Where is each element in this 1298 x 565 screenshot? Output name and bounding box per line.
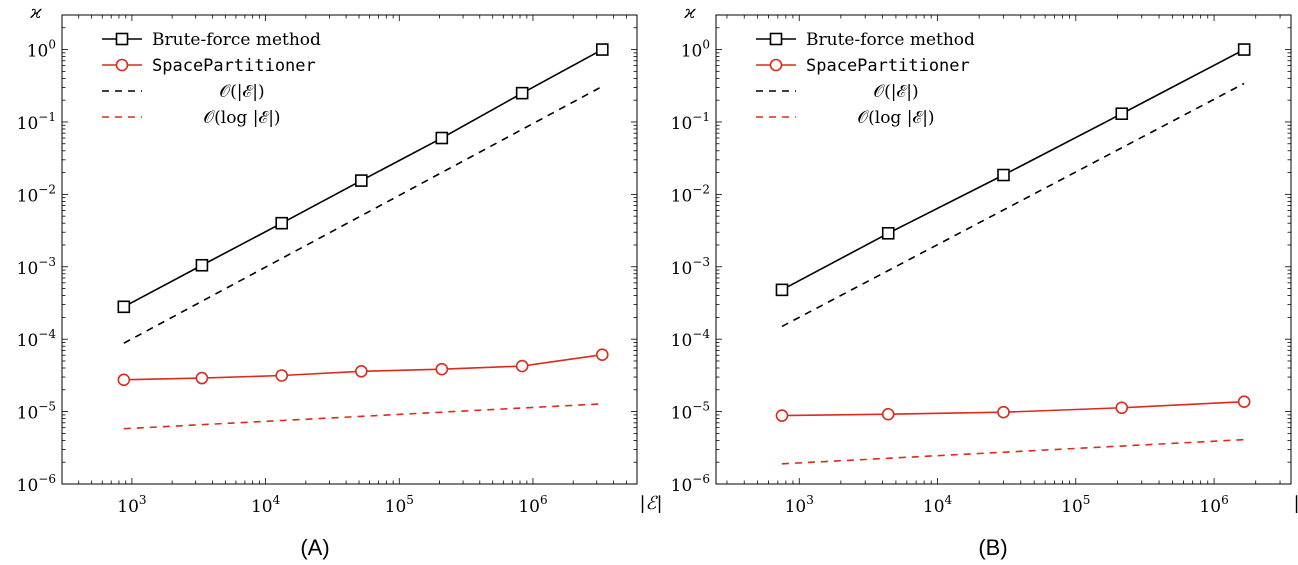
legend-label: SpacePartitioner <box>806 56 970 76</box>
y-tick-label: 10−6 <box>671 472 710 496</box>
data-point-circle <box>775 409 789 422</box>
x-tick-label: 104 <box>923 493 953 517</box>
y-tick-label: 10−2 <box>17 182 56 206</box>
y-tick-label: 10−1 <box>671 110 710 134</box>
legend: Brute-force method SpacePartitioner 𝒪(|ℰ|)… <box>756 30 975 128</box>
series-line <box>781 48 1245 291</box>
x-tick-label: 105 <box>1061 493 1090 517</box>
series-series <box>123 85 603 344</box>
y-tick-label: 100 <box>681 38 710 62</box>
panel-caption: (A) <box>300 535 329 560</box>
data-point-circle <box>881 407 895 421</box>
data-point-circle <box>195 371 209 385</box>
series-line <box>781 438 1245 465</box>
y-tick-label: 10−3 <box>671 255 710 279</box>
x-tick-label: 106 <box>1199 493 1228 517</box>
legend-label: Brute-force method <box>152 30 321 50</box>
legend-marker-square <box>115 32 129 46</box>
series-spacepartitioner <box>775 395 1251 422</box>
series-line <box>123 85 603 344</box>
x-axis-ticks <box>726 15 1281 484</box>
y-tick-label: 10−1 <box>17 110 56 134</box>
legend: Brute-force method SpacePartitioner 𝒪(|ℰ|)… <box>102 30 321 128</box>
x-axis-label: |ℰ| <box>1293 493 1298 514</box>
data-point-circle <box>1115 401 1129 415</box>
data-point-circle <box>355 365 368 378</box>
y-tick-label: 10−5 <box>17 400 56 424</box>
data-point-square <box>775 283 789 297</box>
y-tick-label: 10−4 <box>17 327 57 351</box>
series-line <box>781 400 1245 417</box>
legend-label: 𝒪(log |ℰ|) <box>857 108 934 128</box>
x-tick-label: 104 <box>251 493 281 517</box>
data-point-circle <box>117 373 131 387</box>
legend-label: 𝒪(log |ℰ|) <box>203 108 280 128</box>
legend-marker-circle <box>769 58 783 72</box>
data-point-square <box>117 300 131 314</box>
data-point-circle <box>275 369 289 382</box>
series-line <box>123 403 603 430</box>
data-point-square <box>275 216 289 230</box>
legend-marker-square <box>769 32 783 46</box>
y-tick-label: 10−6 <box>17 472 56 496</box>
y-tick-label: 100 <box>27 38 56 62</box>
data-point-circle <box>997 405 1010 419</box>
series-series <box>781 82 1245 328</box>
data-point-square <box>881 226 895 240</box>
y-axis-ticks <box>716 14 1291 485</box>
plot-frame <box>61 14 638 485</box>
data-point-square <box>1115 107 1129 121</box>
data-point-square <box>435 131 449 145</box>
legend-label: 𝒪(|ℰ|) <box>219 82 264 102</box>
x-tick-label: 105 <box>385 493 414 517</box>
data-point-square <box>195 258 209 272</box>
legend-marker-circle <box>115 58 129 72</box>
y-tick-label: 10−5 <box>671 400 710 424</box>
data-point-circle <box>595 348 609 362</box>
y-axis-ticks <box>62 14 637 485</box>
y-axis-label: ϰ <box>683 2 696 23</box>
data-point-square <box>1237 43 1251 56</box>
y-tick-label: 10−3 <box>17 255 56 279</box>
data-point-circle <box>435 362 449 376</box>
x-tick-label: 106 <box>518 493 547 517</box>
series-brute-force-method <box>775 43 1251 297</box>
legend-label: 𝒪(|ℰ|) <box>873 82 918 102</box>
data-point-square <box>515 86 529 100</box>
series-log <box>123 403 603 430</box>
chart-panel-b: 103 104 105 106 10−6 10−5 10−4 10−3 10−2 10−1 100 |… <box>671 2 1298 560</box>
series-line <box>781 82 1245 328</box>
series-log <box>781 438 1245 465</box>
x-axis-label: |ℰ| <box>639 493 662 514</box>
x-tick-label: 103 <box>117 493 146 517</box>
data-point-square <box>997 168 1010 182</box>
data-point-square <box>595 43 609 56</box>
x-axis-ticks <box>61 15 638 484</box>
chart-panel-a: 103 104 105 106 10−6 10−5 10−4 10−3 10−2 10−1 100 |… <box>17 2 663 560</box>
data-point-circle <box>515 359 529 373</box>
x-tick-label: 103 <box>785 493 814 517</box>
y-tick-label: 10−4 <box>671 327 711 351</box>
series-spacepartitioner <box>117 348 609 387</box>
series-brute-force-method <box>117 43 609 314</box>
y-tick-label: 10−2 <box>671 182 710 206</box>
y-axis-label: ϰ <box>29 2 42 23</box>
legend-label: Brute-force method <box>806 30 975 50</box>
data-point-circle <box>1237 395 1251 408</box>
legend-label: SpacePartitioner <box>152 56 316 76</box>
data-point-square <box>355 174 368 187</box>
panel-caption: (B) <box>978 535 1007 560</box>
